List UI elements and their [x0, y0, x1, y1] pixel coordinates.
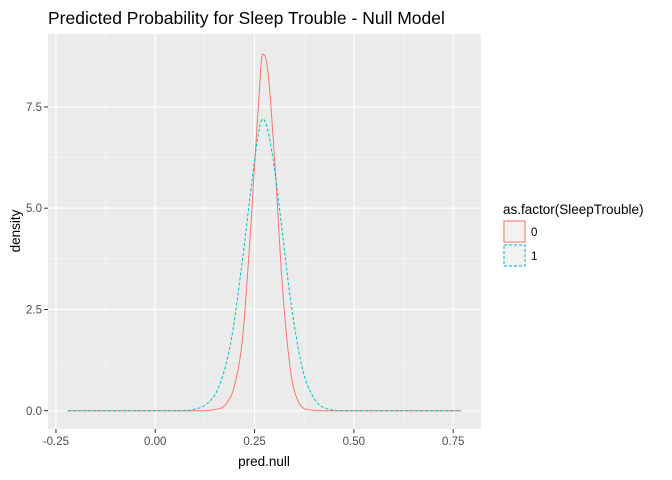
y-tick-label: 0.0: [26, 406, 42, 418]
x-tick-label: 0.00: [144, 436, 166, 448]
legend-key-bg: [503, 244, 526, 267]
legend-keys: 01: [503, 220, 537, 267]
x-axis: -0.25 0.00 0.25 0.50 0.75: [43, 429, 464, 448]
legend-title: as.factor(SleepTrouble): [503, 202, 644, 217]
legend-key-1: [503, 244, 526, 267]
legend-key-0: [503, 220, 526, 243]
y-tick-label: 2.5: [26, 304, 42, 316]
minor-gridlines: [48, 34, 481, 429]
x-tick-label: 0.50: [343, 436, 365, 448]
y-tick-label: 7.5: [26, 102, 42, 114]
y-axis-title: density: [8, 209, 23, 252]
legend-label-0: 0: [531, 227, 537, 239]
x-tick-label: -0.25: [43, 436, 69, 448]
plot-panel: [48, 34, 481, 429]
x-tick-label: 0.75: [442, 436, 464, 448]
x-axis-title: pred.null: [238, 454, 290, 469]
x-tick-label: 0.25: [243, 436, 265, 448]
y-axis: 0.0 2.5 5.0 7.5: [26, 102, 48, 418]
legend-label-1: 1: [531, 251, 537, 263]
chart-title: Predicted Probability for Sleep Trouble …: [48, 8, 445, 28]
legend-key-bg: [503, 220, 526, 243]
density-line-1: [67, 118, 462, 412]
y-tick-label: 5.0: [26, 203, 42, 215]
legend: as.factor(SleepTrouble) 01: [503, 202, 644, 267]
density-lines: [67, 53, 462, 412]
